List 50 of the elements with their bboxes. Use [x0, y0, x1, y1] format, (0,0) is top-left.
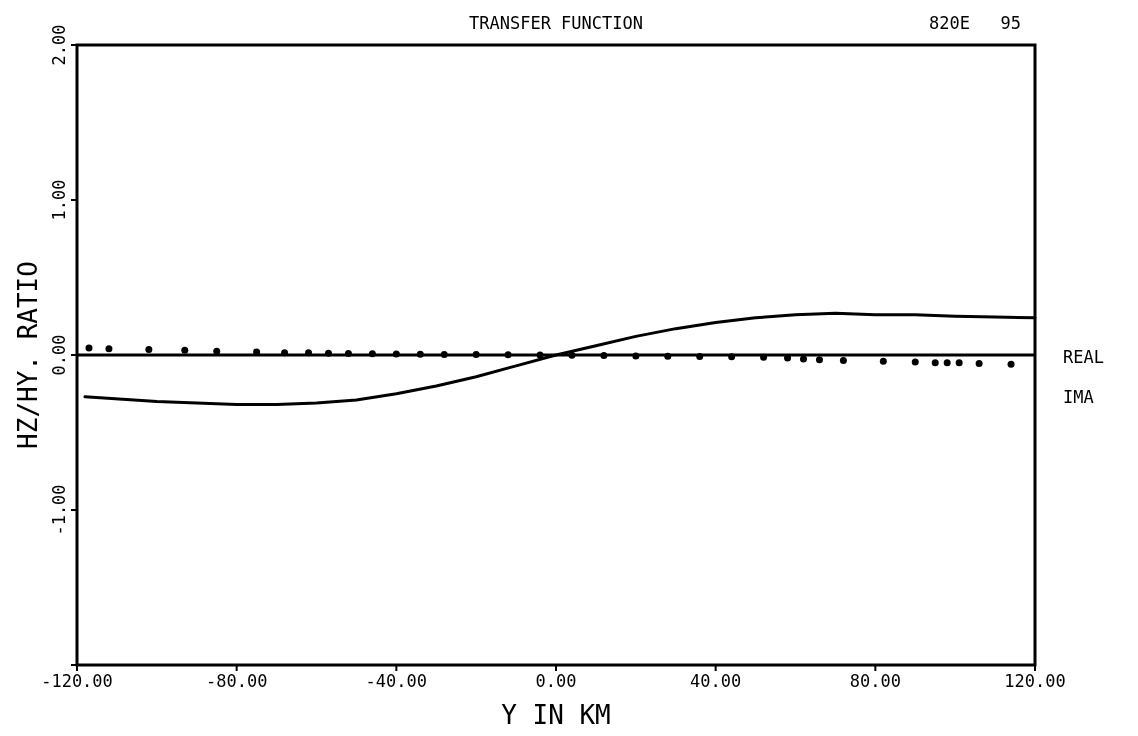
point [728, 353, 736, 361]
point [440, 350, 448, 358]
point [632, 352, 640, 360]
point [145, 346, 153, 354]
point [181, 346, 189, 354]
point [664, 352, 672, 360]
text: IMA [1063, 387, 1094, 407]
x-tick-label: 0.00 [535, 671, 577, 691]
point [955, 359, 963, 367]
point [799, 355, 807, 363]
x-tick-label: 120.00 [1004, 671, 1066, 691]
point [344, 349, 352, 357]
point [1007, 360, 1015, 368]
x-tick-label: -80.00 [205, 671, 268, 691]
point [472, 351, 480, 359]
point [105, 345, 113, 353]
point [416, 350, 424, 358]
point [879, 357, 887, 365]
y-tick-label: 2.00 [49, 24, 69, 66]
point [85, 344, 93, 352]
point [568, 351, 576, 359]
y-tick-label: 1.00 [49, 179, 69, 221]
text: 820E 95 [928, 13, 1022, 33]
x-tick-label: -40.00 [365, 671, 428, 691]
point [536, 351, 544, 359]
point [305, 349, 313, 357]
x-axis-title: Y IN KM [501, 700, 611, 730]
x-tick-label: -120.00 [41, 671, 113, 691]
point [281, 349, 289, 357]
point [931, 359, 939, 367]
point [213, 347, 221, 355]
point [815, 356, 823, 364]
point [504, 351, 512, 359]
y-tick-label: 0.00 [49, 334, 69, 376]
point [760, 353, 768, 361]
point [943, 359, 951, 367]
text: REAL [1063, 347, 1104, 367]
point [324, 349, 332, 357]
point [696, 353, 704, 361]
x-tick-label: 80.00 [849, 671, 901, 691]
point [839, 356, 847, 364]
chart-title: TRANSFER FUNCTION [469, 13, 643, 33]
point [392, 350, 400, 358]
x-tick-label: 40.00 [690, 671, 742, 691]
y-tick-label: -1.00 [49, 484, 69, 536]
point [600, 352, 608, 360]
point [368, 350, 376, 358]
point [975, 360, 983, 368]
y-axis-title: HZ/HY. RATIO [13, 261, 43, 449]
point [911, 358, 919, 366]
